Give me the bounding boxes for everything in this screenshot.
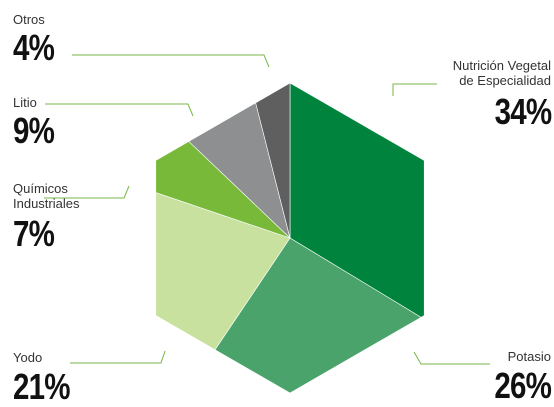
label-quimicos-industriales-name-2: Industriales — [13, 196, 80, 211]
leader-line-litio — [45, 103, 194, 117]
label-otros: Otros 4% — [13, 12, 63, 66]
label-otros-name: Otros — [13, 12, 45, 27]
leader-line-otros — [72, 54, 270, 68]
label-yodo: Yodo 21% — [13, 350, 82, 405]
label-litio: Litio 9% — [13, 95, 63, 149]
leader-line-yodo — [70, 350, 166, 364]
leader-line-nutricion-vegetal — [392, 83, 437, 96]
label-potasio-value: 26% — [494, 365, 551, 406]
label-otros-value: 4% — [13, 27, 55, 68]
label-litio-name: Litio — [13, 95, 37, 110]
slice-otros — [255, 82, 291, 239]
leader-line-quimicos-industriales — [44, 185, 130, 199]
label-nutricion-vegetal-name-1: Nutrición Vegetal — [452, 58, 551, 73]
label-quimicos-industriales-value: 7% — [13, 213, 55, 254]
label-potasio: Potasio 26% — [482, 349, 551, 404]
label-nutricion-vegetal: Nutrición Vegetal de Especialidad 34% — [452, 58, 552, 132]
label-nutricion-vegetal-value: 34% — [494, 91, 551, 132]
label-litio-value: 9% — [13, 110, 55, 151]
label-yodo-name: Yodo — [13, 350, 43, 365]
label-quimicos-industriales-name-1: Químicos — [13, 181, 68, 196]
leader-line-potasio — [413, 351, 490, 365]
label-nutricion-vegetal-name-2: de Especialidad — [459, 73, 551, 88]
label-quimicos-industriales: Químicos Industriales 7% — [13, 181, 79, 252]
label-potasio-name: Potasio — [507, 349, 551, 364]
label-yodo-value: 21% — [13, 366, 70, 407]
